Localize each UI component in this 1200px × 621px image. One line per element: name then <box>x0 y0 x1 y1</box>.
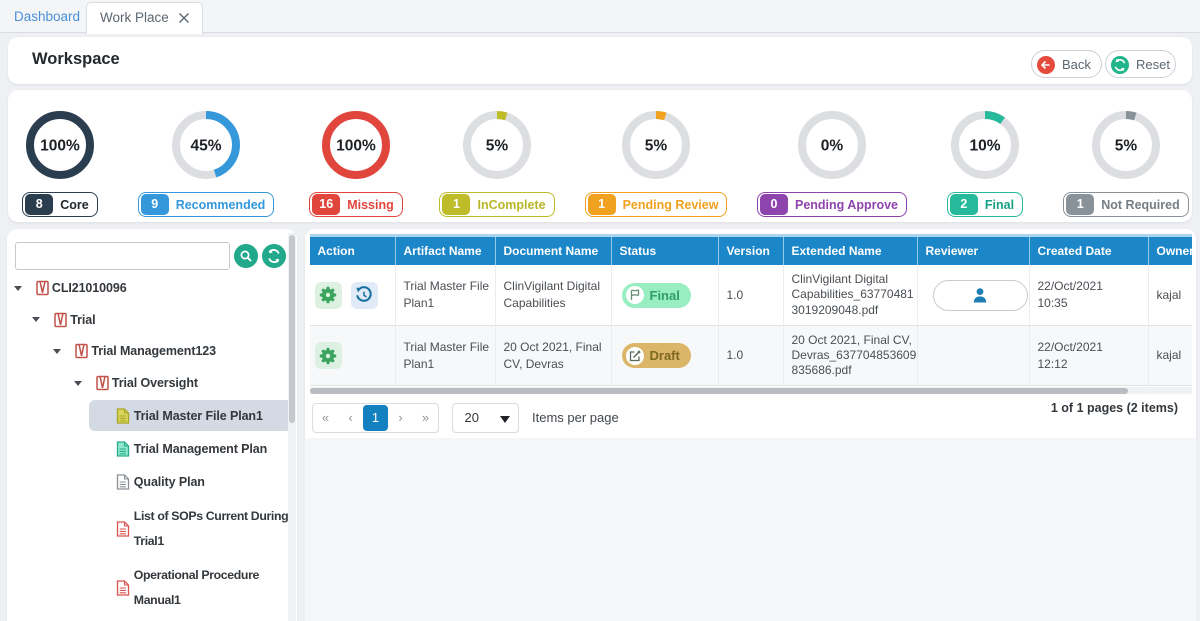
svg-text:100%: 100% <box>40 138 80 155</box>
svg-text:5%: 5% <box>486 138 509 155</box>
svg-text:10%: 10% <box>969 138 1000 155</box>
svg-text:100%: 100% <box>336 138 376 155</box>
svg-text:5%: 5% <box>645 138 668 155</box>
svg-text:5%: 5% <box>1115 138 1138 155</box>
svg-text:45%: 45% <box>190 138 221 155</box>
svg-text:0%: 0% <box>821 138 844 155</box>
